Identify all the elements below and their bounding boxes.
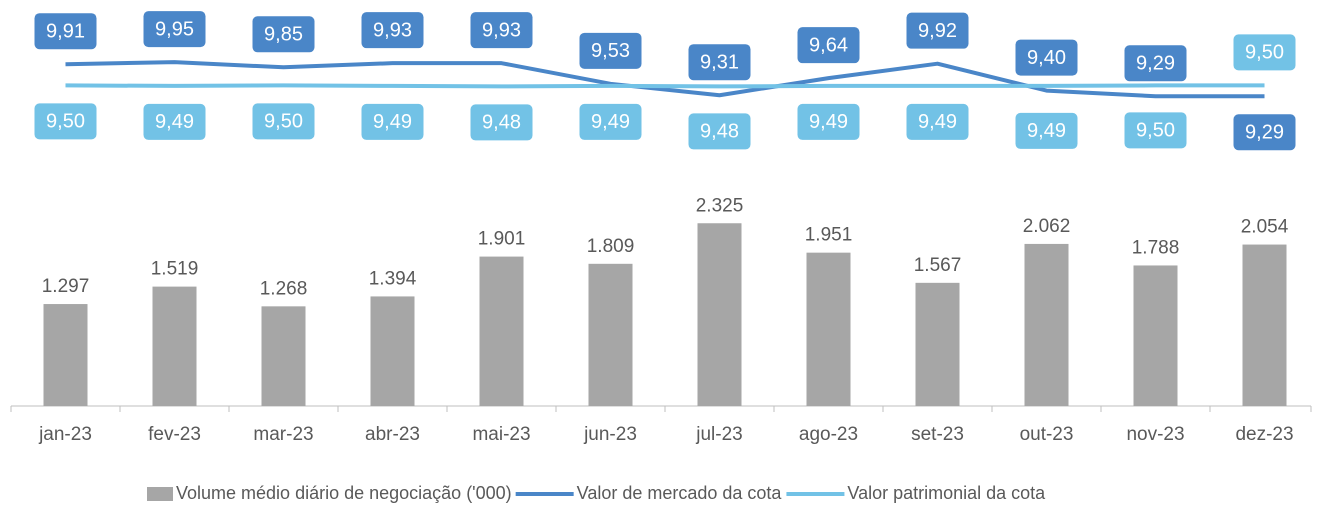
line-value-label: 9,48	[482, 112, 521, 134]
line-value-label: 9,50	[46, 111, 85, 133]
line-value-label: 9,49	[591, 111, 630, 133]
x-tick-label: mai-23	[472, 424, 530, 445]
line-value-label: 9,50	[1136, 120, 1175, 142]
value-label-box	[470, 104, 533, 141]
bar-value-label: 1.901	[478, 229, 526, 250]
line-value-label: 9,40	[1027, 47, 1066, 69]
bar	[697, 223, 742, 406]
value-label-box	[1124, 45, 1187, 82]
bar	[806, 252, 851, 406]
line-value-label: 9,49	[155, 111, 194, 133]
bar-value-label: 1.394	[369, 268, 417, 289]
line-value-label: 9,93	[482, 19, 521, 41]
line-value-label: 9,64	[809, 34, 848, 56]
bar-value-label: 1.268	[260, 278, 308, 299]
bar-value-label: 1.951	[805, 225, 853, 246]
value-label-box	[143, 11, 206, 48]
line-value-label: 9,31	[700, 52, 739, 74]
value-label-box	[361, 12, 424, 49]
x-tick-label: fev-23	[148, 424, 201, 445]
value-label-box	[797, 27, 860, 64]
line-value-label: 9,93	[373, 19, 412, 41]
value-label-box	[1233, 114, 1296, 151]
x-tick-label: jun-23	[583, 424, 637, 445]
bar	[152, 286, 197, 406]
value-label-box	[252, 103, 315, 140]
x-tick-label: mar-23	[253, 424, 313, 445]
line-value-label: 9,49	[373, 111, 412, 133]
x-tick-label: jul-23	[695, 424, 742, 445]
value-label-box	[579, 32, 642, 69]
bar-value-label: 1.297	[42, 276, 90, 297]
line-value-label: 9,49	[809, 111, 848, 133]
line-value-label: 9,53	[591, 40, 630, 62]
bar-value-label: 1.567	[914, 255, 962, 276]
x-tick-label: nov-23	[1126, 424, 1184, 445]
value-label-box	[1124, 112, 1187, 149]
bar-value-label: 2.054	[1241, 217, 1289, 238]
bar-value-label: 1.788	[1132, 237, 1180, 258]
line	[65, 60, 1265, 99]
line-value-label: 9,49	[918, 111, 957, 133]
x-tick-label: ago-23	[799, 424, 858, 445]
value-label-box	[1015, 112, 1078, 149]
legend-label: Valor de mercado da cota	[577, 483, 783, 503]
line-value-label: 9,50	[1245, 42, 1284, 64]
value-label-box	[906, 12, 969, 49]
line-value-label: 9,48	[700, 121, 739, 143]
value-label-box	[361, 103, 424, 140]
bar	[1133, 265, 1178, 406]
line	[65, 83, 1265, 89]
legend-label: Valor patrimonial da cota	[847, 483, 1046, 503]
value-label-box	[252, 16, 315, 53]
bar-value-label: 1.519	[151, 259, 199, 280]
bar	[479, 256, 524, 406]
value-label-box	[797, 103, 860, 140]
bar	[261, 306, 306, 406]
line-value-label: 9,91	[46, 20, 85, 42]
bar	[588, 263, 633, 406]
line-value-label: 9,92	[918, 20, 957, 42]
value-label-box	[688, 44, 751, 81]
line-value-label: 9,49	[1027, 120, 1066, 142]
line-value-label: 9,29	[1136, 53, 1175, 75]
line-value-label: 9,85	[264, 24, 303, 46]
legend-label: Volume médio diário de negociação ('000)	[176, 483, 512, 503]
value-label-box	[1233, 34, 1296, 71]
x-tick-label: jan-23	[38, 424, 92, 445]
bar	[915, 282, 960, 406]
value-label-box	[34, 13, 97, 50]
bar-value-label: 2.325	[696, 195, 744, 216]
x-tick-label: set-23	[911, 424, 964, 445]
bar	[43, 304, 88, 406]
line-value-label: 9,95	[155, 18, 194, 40]
value-label-box	[906, 103, 969, 140]
value-label-box	[143, 103, 206, 140]
value-label-box	[470, 12, 533, 49]
value-label-box	[1015, 39, 1078, 76]
line-value-label: 9,29	[1245, 122, 1284, 144]
value-label-box	[579, 103, 642, 140]
x-tick-label: dez-23	[1235, 424, 1293, 445]
bar	[1024, 243, 1069, 406]
bar	[370, 296, 415, 406]
bar-value-label: 1.809	[587, 236, 635, 257]
bar	[1242, 244, 1287, 406]
value-label-box	[688, 113, 751, 150]
legend-swatch	[147, 487, 173, 501]
x-tick-label: abr-23	[365, 424, 420, 445]
line-value-label: 9,50	[264, 111, 303, 133]
value-label-box	[34, 103, 97, 140]
x-tick-label: out-23	[1020, 424, 1074, 445]
bar-value-label: 2.062	[1023, 216, 1071, 237]
